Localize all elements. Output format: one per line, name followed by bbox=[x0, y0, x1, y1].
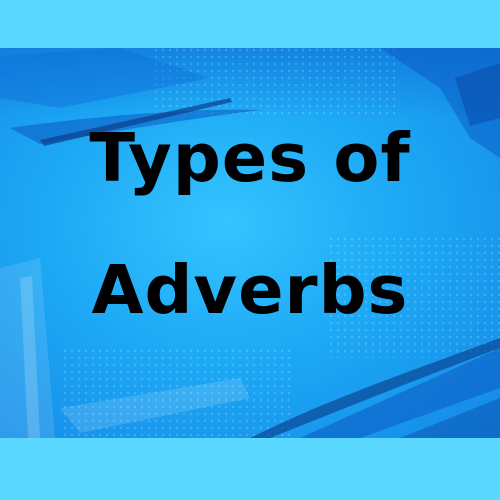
title-line-1: Types of bbox=[89, 119, 411, 197]
brush-bottom-line bbox=[250, 338, 500, 438]
halftone-bottom bbox=[60, 348, 290, 438]
brush-top-left bbox=[0, 48, 210, 108]
title-line-2: Adverbs bbox=[91, 251, 409, 329]
brush-top-right-inner bbox=[455, 63, 500, 126]
page-title: Types of Adverbs bbox=[0, 92, 500, 356]
brush-bottom-right bbox=[300, 348, 500, 438]
brush-bottom-left bbox=[60, 378, 250, 433]
background-panel bbox=[0, 48, 500, 438]
halftone-top bbox=[150, 48, 400, 118]
streak-left-thin bbox=[20, 276, 40, 438]
streak-left bbox=[0, 258, 55, 438]
brush-line bbox=[40, 98, 232, 146]
brush-bottom-corner bbox=[400, 398, 500, 438]
halftone-right bbox=[330, 238, 500, 358]
brush-stroke-decoration bbox=[0, 48, 500, 438]
